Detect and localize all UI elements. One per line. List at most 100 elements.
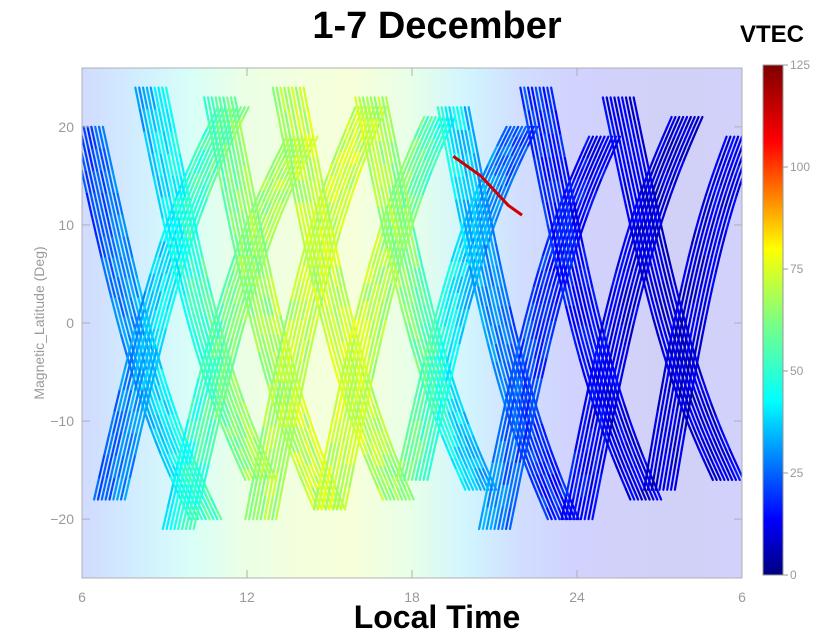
track-segment — [627, 161, 634, 186]
track-segment — [418, 169, 426, 183]
track-segment — [417, 126, 425, 139]
track-segment — [705, 391, 713, 406]
track-segment — [380, 417, 388, 433]
track-segment — [279, 86, 287, 113]
track-segment — [188, 438, 197, 464]
track-segment — [260, 315, 268, 337]
track-segment — [441, 360, 449, 382]
track-segment — [219, 376, 227, 399]
track-segment — [264, 166, 273, 180]
track-segment — [660, 194, 668, 211]
track-segment — [722, 135, 728, 147]
track-segment — [660, 208, 667, 225]
track-segment — [641, 454, 649, 469]
track-segment — [294, 464, 302, 478]
track-segment — [207, 119, 215, 146]
track-segment — [196, 329, 204, 348]
track-segment — [434, 342, 442, 363]
track-segment — [196, 137, 204, 151]
track-segment — [188, 505, 197, 531]
track-segment — [631, 183, 639, 207]
track-segment — [575, 200, 582, 215]
track-segment — [242, 143, 250, 169]
track-segment — [406, 180, 414, 196]
track-segment — [445, 446, 453, 460]
track-segment — [207, 295, 214, 316]
track-segment — [222, 284, 230, 304]
track-segment — [637, 454, 645, 469]
track-segment — [345, 336, 352, 359]
track-segment — [431, 418, 439, 441]
track-segment — [287, 358, 294, 383]
track-segment — [380, 317, 388, 339]
track-segment — [642, 468, 649, 491]
track-segment — [347, 138, 355, 153]
track-segment — [195, 209, 204, 227]
track-segment — [223, 268, 231, 287]
track-segment — [248, 494, 255, 521]
track-segment — [678, 317, 684, 337]
track-segment — [528, 284, 536, 304]
track-segment — [684, 269, 691, 287]
track-segment — [233, 375, 241, 392]
track-segment — [714, 228, 720, 244]
track-segment — [700, 427, 708, 441]
track-segment — [496, 378, 504, 397]
track-segment — [602, 383, 610, 408]
track-segment — [704, 438, 712, 451]
track-segment — [400, 487, 408, 501]
track-segment — [695, 241, 702, 258]
track-segment — [147, 346, 155, 370]
track-segment — [425, 126, 433, 139]
track-segment — [216, 166, 224, 192]
track-segment — [221, 189, 229, 215]
track-segment — [545, 437, 553, 453]
track-segment — [462, 199, 470, 225]
track-segment — [430, 305, 438, 326]
track-segment — [123, 475, 132, 501]
track-segment — [694, 391, 702, 406]
track-segment — [411, 438, 419, 461]
track-segment — [588, 324, 596, 345]
track-segment — [504, 306, 512, 328]
track-segment — [101, 125, 109, 151]
track-segment — [669, 126, 676, 140]
track-segment — [201, 196, 209, 212]
track-segment — [523, 134, 531, 147]
track-segment — [119, 316, 127, 337]
track-segment — [104, 475, 112, 501]
track-segment — [446, 398, 454, 414]
track-segment — [450, 245, 458, 263]
track-segment — [546, 318, 553, 340]
track-segment — [436, 136, 443, 150]
track-segment — [627, 252, 634, 271]
track-segment — [596, 166, 604, 180]
track-segment — [328, 485, 336, 511]
track-segment — [601, 322, 608, 345]
track-segment — [554, 462, 562, 477]
track-segment — [326, 324, 333, 345]
track-segment — [701, 204, 708, 219]
track-segment — [730, 154, 737, 166]
track-segment — [252, 212, 260, 237]
track-segment — [203, 312, 211, 332]
track-segment — [652, 224, 660, 247]
track-segment — [735, 183, 742, 197]
track-segment — [542, 507, 549, 521]
track-segment — [617, 96, 624, 121]
track-segment — [495, 206, 502, 222]
track-segment — [747, 155, 750, 164]
track-segment — [594, 135, 602, 148]
track-segment — [239, 166, 247, 192]
track-segment — [641, 140, 649, 164]
track-segment — [413, 126, 421, 139]
track-segment — [246, 458, 254, 471]
track-segment — [545, 179, 553, 205]
track-segment — [239, 143, 246, 169]
track-segment — [715, 154, 721, 166]
track-segment — [343, 286, 351, 309]
track-segment — [520, 125, 527, 138]
track-segment — [374, 442, 382, 457]
track-segment — [165, 255, 173, 275]
track-segment — [737, 468, 742, 479]
